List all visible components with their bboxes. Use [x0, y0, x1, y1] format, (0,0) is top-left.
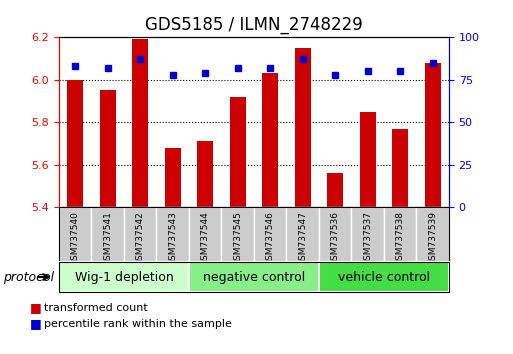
Text: percentile rank within the sample: percentile rank within the sample: [44, 319, 231, 329]
Bar: [189, 207, 222, 262]
Bar: [229, 97, 246, 207]
Bar: [351, 207, 384, 262]
Text: GSM737547: GSM737547: [298, 211, 307, 266]
Bar: [327, 173, 343, 207]
Bar: [156, 207, 189, 262]
Text: GSM737538: GSM737538: [396, 211, 405, 267]
Bar: [424, 63, 441, 207]
Bar: [67, 80, 83, 207]
Bar: [91, 207, 124, 262]
Bar: [165, 148, 181, 207]
Bar: [392, 129, 408, 207]
Text: negative control: negative control: [203, 270, 305, 284]
Bar: [197, 141, 213, 207]
Text: protocol: protocol: [3, 270, 54, 284]
Bar: [124, 207, 156, 262]
Bar: [286, 207, 319, 262]
Bar: [319, 262, 449, 292]
Text: GSM737546: GSM737546: [266, 211, 274, 266]
Bar: [59, 262, 189, 292]
Bar: [262, 73, 278, 207]
Text: transformed count: transformed count: [44, 303, 147, 313]
Text: GSM737536: GSM737536: [331, 211, 340, 267]
Text: GSM737537: GSM737537: [363, 211, 372, 267]
Bar: [59, 207, 91, 262]
Text: GSM737542: GSM737542: [136, 211, 145, 266]
Text: ■: ■: [30, 302, 42, 314]
Bar: [189, 262, 319, 292]
Bar: [222, 207, 254, 262]
Text: GSM737545: GSM737545: [233, 211, 242, 266]
Bar: [319, 207, 351, 262]
Text: GSM737541: GSM737541: [103, 211, 112, 266]
Bar: [100, 90, 116, 207]
Title: GDS5185 / ILMN_2748229: GDS5185 / ILMN_2748229: [145, 17, 363, 34]
Bar: [384, 207, 417, 262]
Bar: [132, 39, 148, 207]
Text: GSM737544: GSM737544: [201, 211, 210, 266]
Text: vehicle control: vehicle control: [338, 270, 430, 284]
Text: GSM737540: GSM737540: [71, 211, 80, 266]
Text: ■: ■: [30, 318, 42, 330]
Text: GSM737543: GSM737543: [168, 211, 177, 266]
Bar: [294, 48, 311, 207]
Text: GSM737539: GSM737539: [428, 211, 437, 267]
Text: Wig-1 depletion: Wig-1 depletion: [74, 270, 173, 284]
Bar: [360, 112, 376, 207]
Bar: [417, 207, 449, 262]
Bar: [254, 207, 286, 262]
